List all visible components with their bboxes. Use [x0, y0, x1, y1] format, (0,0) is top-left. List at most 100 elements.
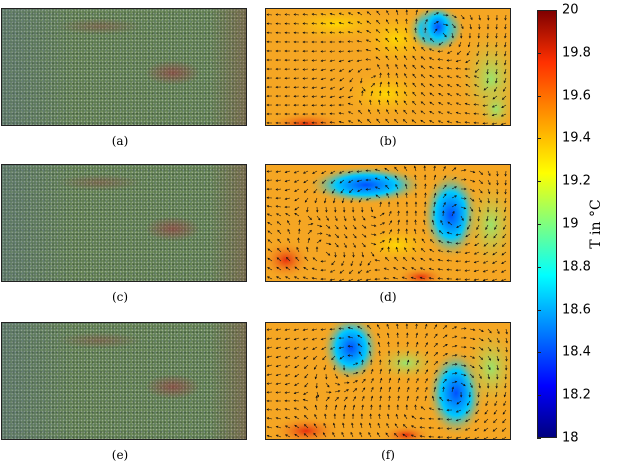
velocity-arrow — [304, 433, 309, 438]
velocity-arrow-head — [320, 31, 323, 34]
velocity-arrow — [415, 369, 419, 375]
velocity-arrow-head — [266, 355, 270, 359]
velocity-arrow-head — [332, 200, 336, 204]
velocity-arrow — [478, 346, 484, 351]
velocity-arrow — [324, 197, 327, 203]
velocity-arrow — [323, 432, 327, 438]
velocity-arrow-head — [447, 84, 450, 87]
velocity-arrow — [451, 204, 457, 208]
velocity-arrow-head — [486, 218, 489, 222]
velocity-arrow-head — [464, 93, 468, 96]
velocity-arrow-head — [475, 235, 478, 238]
velocity-arrow-head — [473, 121, 476, 125]
velocity-arrow-head — [329, 104, 332, 107]
velocity-arrow — [414, 229, 417, 235]
velocity-arrow — [366, 197, 372, 201]
velocity-arrow — [465, 93, 471, 97]
velocity-arrow — [379, 212, 385, 217]
velocity-arrow-head — [384, 176, 388, 179]
velocity-arrow-head — [436, 12, 439, 15]
velocity-arrow-head — [311, 68, 315, 71]
velocity-arrow — [456, 418, 462, 421]
velocity-arrow — [504, 32, 507, 38]
velocity-arrow-head — [496, 173, 499, 177]
velocity-arrow — [366, 49, 372, 52]
velocity-arrow-head — [350, 200, 353, 204]
velocity-arrow-head — [482, 104, 486, 107]
velocity-arrow-head — [465, 60, 468, 64]
velocity-arrow — [357, 335, 363, 339]
velocity-arrow-head — [488, 367, 491, 371]
velocity-arrow — [294, 170, 300, 174]
velocity-arrow — [421, 47, 426, 52]
velocity-arrow — [429, 66, 435, 70]
velocity-arrow-head — [275, 170, 279, 173]
velocity-arrow-head — [485, 53, 489, 57]
velocity-arrow-head — [336, 226, 339, 230]
velocity-arrow-head — [344, 227, 348, 230]
velocity-arrow-head — [397, 359, 400, 363]
velocity-arrow — [312, 277, 318, 280]
velocity-arrow-head — [396, 237, 400, 240]
velocity-arrow — [276, 276, 282, 280]
velocity-arrow-head — [405, 323, 409, 326]
velocity-arrow — [451, 387, 454, 393]
velocity-arrow-head — [266, 187, 269, 191]
velocity-arrow-head — [396, 201, 400, 204]
velocity-arrow — [402, 276, 408, 280]
velocity-arrow-head — [345, 396, 348, 400]
velocity-arrow — [469, 179, 475, 183]
velocity-arrow — [276, 408, 282, 411]
velocity-arrow-head — [476, 403, 479, 407]
velocity-arrow-head — [275, 22, 278, 25]
velocity-arrow-head — [267, 248, 271, 251]
velocity-arrow-head — [284, 94, 287, 98]
velocity-arrow — [451, 14, 457, 18]
velocity-arrow-head — [339, 181, 343, 184]
velocity-arrow-head — [501, 270, 504, 273]
velocity-arrow — [321, 86, 327, 89]
velocity-arrow-head — [275, 373, 279, 377]
velocity-arrow-head — [275, 103, 278, 107]
velocity-arrow — [304, 364, 309, 369]
velocity-arrow-head — [320, 121, 323, 124]
velocity-arrow — [460, 328, 466, 330]
colorbar-tick-mark — [537, 309, 541, 311]
velocity-arrow — [385, 432, 390, 438]
velocity-arrow-head — [497, 349, 500, 353]
velocity-arrow — [267, 346, 273, 349]
velocity-arrow — [404, 175, 408, 181]
velocity-arrow-head — [456, 225, 459, 228]
velocity-arrow-head — [348, 271, 352, 274]
velocity-arrow-head — [433, 201, 436, 205]
velocity-arrow-head — [468, 219, 472, 222]
velocity-arrow-head — [412, 55, 415, 59]
velocity-arrow-head — [435, 361, 438, 364]
velocity-arrow-head — [415, 18, 418, 21]
velocity-arrow-head — [294, 416, 297, 419]
velocity-arrow-head — [478, 27, 481, 30]
velocity-arrow-head — [375, 47, 378, 51]
velocity-arrow — [267, 426, 273, 429]
velocity-arrow — [322, 355, 327, 360]
velocity-arrow-head — [313, 423, 317, 426]
velocity-arrow-head — [383, 267, 387, 270]
velocity-arrow — [403, 110, 408, 115]
caption-b: (b) — [379, 134, 397, 148]
velocity-arrow-head — [294, 433, 297, 437]
velocity-arrow-head — [456, 402, 459, 405]
velocity-arrow-head — [464, 251, 468, 255]
velocity-arrow — [411, 434, 417, 438]
velocity-arrow-head — [275, 179, 279, 182]
velocity-arrow-head — [428, 258, 432, 261]
velocity-arrow — [404, 414, 408, 420]
velocity-arrow-head — [320, 50, 323, 53]
velocity-arrow-head — [504, 35, 507, 39]
velocity-arrow — [370, 233, 376, 236]
velocity-arrow — [387, 414, 390, 420]
velocity-arrow — [267, 257, 273, 262]
velocity-arrow-head — [405, 228, 408, 231]
velocity-arrow — [302, 23, 309, 25]
velocity-arrow — [379, 369, 382, 375]
velocity-arrow — [460, 206, 466, 209]
